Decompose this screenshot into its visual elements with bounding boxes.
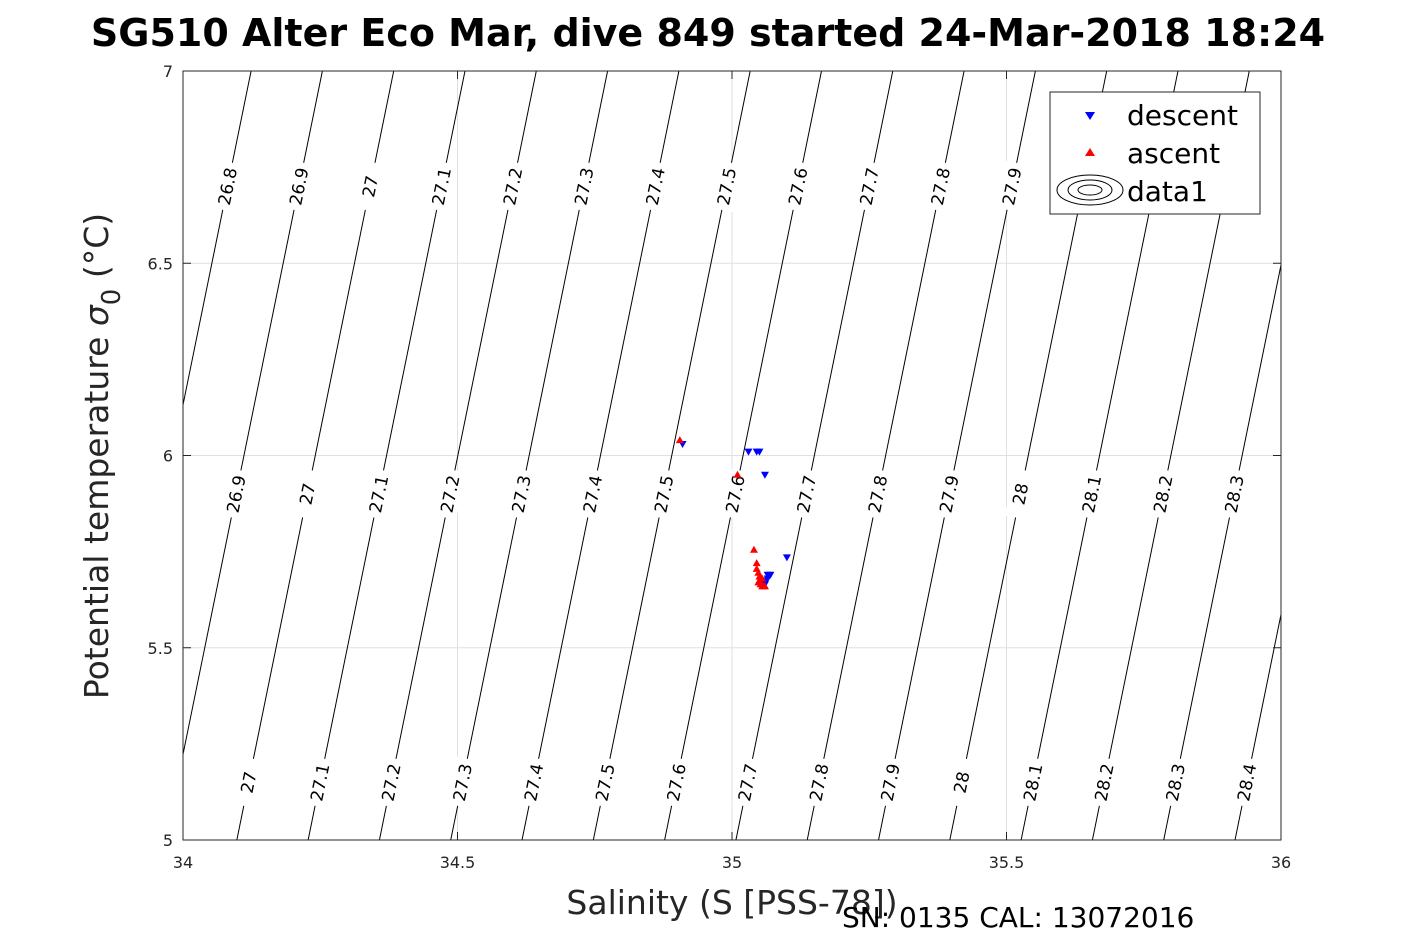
legend-ascent-marker [1085, 148, 1095, 156]
contour-label-background [505, 468, 537, 520]
legend-data1-label: data1 [1127, 175, 1208, 208]
contour-label-background [291, 468, 323, 520]
contour-label-background [1231, 756, 1263, 809]
ascent-point [752, 559, 761, 567]
y-tick-label: 5.5 [148, 639, 173, 658]
legend-data1-contour-icon [1056, 174, 1124, 206]
descent-point [755, 448, 764, 456]
descent-point [744, 448, 753, 456]
ascent-point [749, 545, 758, 553]
contour-label-background [1147, 468, 1179, 520]
contour-label: 27 [359, 174, 383, 199]
y-axis-label-main: Potential temperature [77, 326, 116, 699]
contour-label-background [711, 160, 743, 213]
y-tick-label: 6.5 [148, 254, 173, 273]
legend-box [1049, 91, 1261, 215]
legend-descent-marker [1085, 112, 1095, 120]
contour-label-background [1088, 756, 1120, 809]
x-tick-label: 36 [1271, 853, 1291, 872]
x-axis-ticks: 34 34.5 35 35.5 36 [173, 71, 1291, 872]
contour-label-background [1159, 756, 1192, 809]
contour-label-background [853, 160, 885, 213]
x-tick-label: 34.5 [440, 853, 476, 872]
contour-label-background [434, 468, 466, 520]
contour-label-background [568, 160, 600, 213]
contour-label-background [1017, 756, 1049, 809]
chart-title: SG510 Alter Eco Mar, dive 849 started 24… [91, 11, 1325, 55]
ascent-point [758, 574, 767, 582]
y-tick-label: 6 [163, 447, 173, 466]
footer-serial-calibration: SN: 0135 CAL: 13072016 [842, 901, 1194, 934]
contour-label-background [1004, 468, 1036, 520]
contour-label-background [211, 160, 244, 213]
ascent-point [733, 470, 742, 478]
contour-label-background [660, 756, 692, 809]
contour-label-background [375, 756, 407, 809]
contour-label-background [283, 160, 315, 213]
contour-label: 28 [951, 770, 975, 795]
x-tick-label: 35.5 [989, 853, 1025, 872]
descent-point [782, 554, 791, 562]
contour-label: 27 [238, 770, 262, 795]
contour-label-background [996, 160, 1028, 213]
contour-label-background [639, 160, 671, 213]
contour-label-background [304, 756, 336, 809]
y-tick-label: 7 [163, 62, 173, 81]
descent-point [763, 575, 772, 583]
contour-label-background [518, 756, 550, 809]
contour-label: 28 [1009, 482, 1033, 507]
contour-label-background [577, 468, 609, 520]
x-tick-label: 35 [722, 853, 742, 872]
contour-label-background [719, 468, 751, 520]
y-axis-label-subscript: 0 [97, 289, 127, 306]
contour-label-background [233, 756, 265, 809]
contour-label-background [1076, 468, 1108, 520]
contour-label-background [874, 756, 906, 809]
legend: descent ascent data1 [1049, 91, 1261, 215]
contour-line [1163, 262, 1281, 840]
descent-point [766, 571, 775, 579]
contour-label-background [924, 160, 957, 213]
contour-label-background [497, 160, 529, 213]
data-points [675, 436, 791, 590]
legend-ascent-label: ascent [1127, 137, 1220, 170]
contour-label-background [803, 756, 835, 809]
contour-label-background [1218, 468, 1250, 520]
y-axis-ticks: 5 5.5 6 6.5 7 [148, 62, 1281, 850]
legend-descent-label: descent [1127, 99, 1238, 132]
contour-label-background [790, 468, 823, 520]
ascent-point [754, 578, 763, 586]
contour-label-background [933, 468, 965, 520]
contour-label: 27 [296, 482, 320, 507]
contour-label-background [425, 160, 458, 213]
ascent-point [675, 436, 684, 444]
contour-label-background [363, 468, 395, 520]
x-axis-label: Salinity (S [PSS-78]) [566, 883, 897, 922]
contour-label-background [589, 756, 621, 809]
y-axis-label-sigma: σ [77, 304, 116, 326]
ascent-point [760, 582, 769, 590]
y-axis-label-unit: (°C) [77, 213, 116, 289]
contour-label-background [220, 468, 252, 520]
contour-label-background [862, 468, 894, 520]
y-tick-label: 5 [163, 831, 173, 850]
y-axis-label: Potential temperature σ0 (°C) [77, 213, 127, 699]
contour-label-background [946, 756, 978, 809]
contour-label-background [648, 468, 680, 520]
descent-point [760, 471, 769, 479]
contour-label-background [782, 160, 814, 213]
contour-line [1234, 612, 1281, 840]
ascent-point [754, 568, 763, 576]
contour-label-background [446, 756, 479, 809]
x-tick-label: 34 [173, 853, 193, 872]
contour-label-background [354, 160, 386, 213]
contour-label-background [732, 756, 764, 809]
